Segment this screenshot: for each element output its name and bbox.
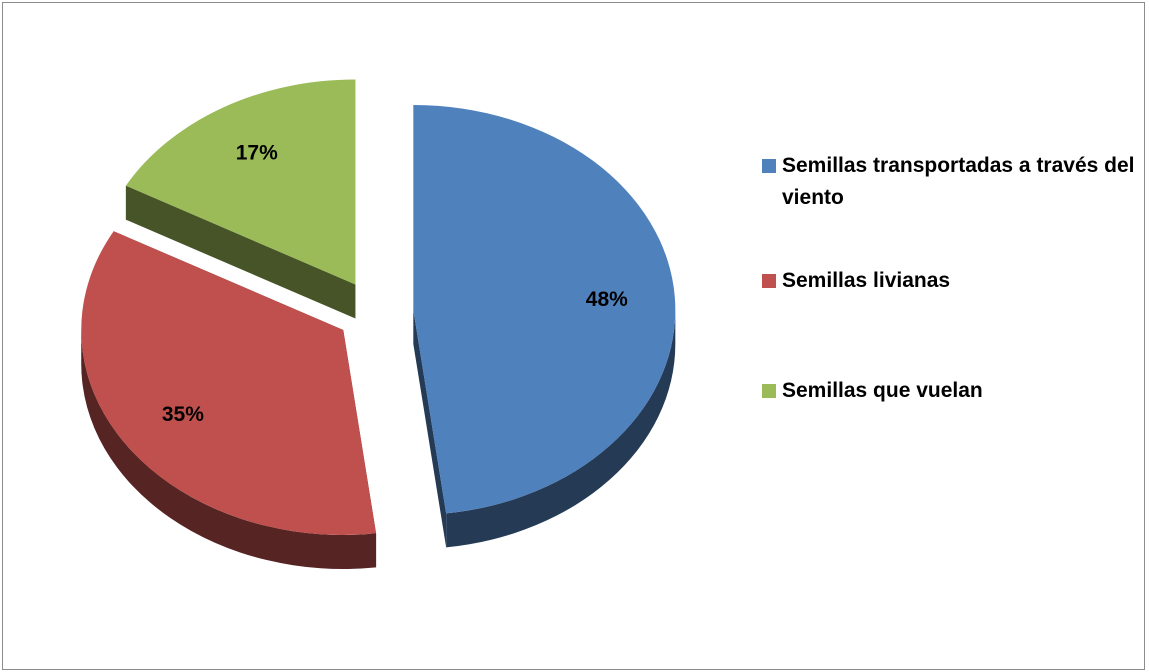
legend-swatch [762,384,776,398]
slice-wall [446,309,676,548]
legend-item: Semillas livianas [762,265,1142,297]
data-label: 35% [162,403,204,426]
pie-tops: 48% 35% 17% [81,79,676,535]
slice-edge-face [413,309,447,548]
data-label: 17% [236,141,278,164]
legend-swatch [762,274,776,288]
legend-item: Semillas que vuelan [762,375,1142,407]
legend-label: Semillas livianas [782,269,951,292]
slice-edge-face [125,185,356,319]
legend-swatch [762,159,776,173]
legend-label: Semillas transportadas a través del vien… [782,154,1135,209]
slice [125,79,356,285]
slice-side [413,309,676,548]
slice-side [125,185,356,319]
legend-item: Semillas transportadas a través del vien… [762,150,1142,214]
legend-label: Semillas que vuelan [782,379,983,402]
slice-wall [81,329,377,569]
data-label: 48% [586,288,628,311]
slice [81,231,377,535]
slice [413,104,676,514]
